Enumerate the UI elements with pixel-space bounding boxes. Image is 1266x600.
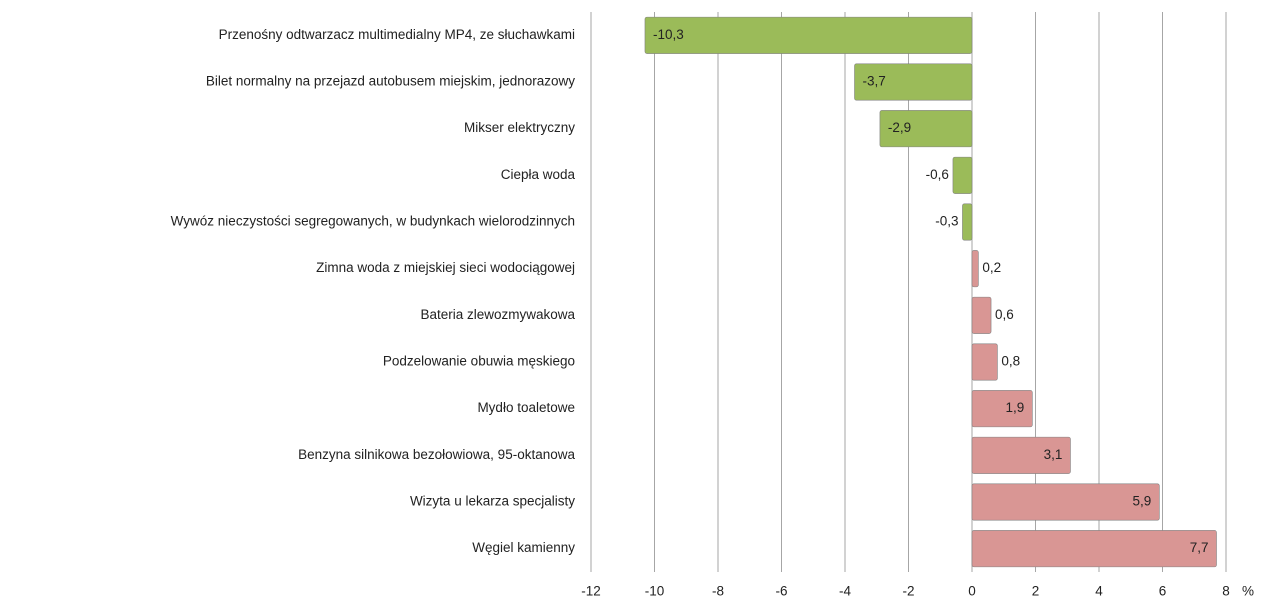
- y-tick-label: Ciepła woda: [501, 167, 576, 182]
- bar: [952, 156, 973, 194]
- x-tick-label: 6: [1159, 584, 1167, 599]
- y-tick-label: Zimna woda z miejskiej sieci wodociągowe…: [316, 260, 575, 275]
- x-tick-label: -8: [712, 584, 724, 599]
- value-label: -2,9: [888, 120, 911, 135]
- value-label: 5,9: [1133, 494, 1152, 509]
- y-tick-label: Bilet normalny na przejazd autobusem mie…: [206, 74, 575, 89]
- x-tick-label: -6: [775, 584, 787, 599]
- bar: [971, 483, 1160, 521]
- bar: [971, 250, 979, 288]
- value-label: 0,6: [995, 307, 1014, 322]
- x-tick-label: 8: [1222, 584, 1230, 599]
- y-tick-label: Mikser elektryczny: [464, 120, 575, 135]
- y-tick-label: Podzelowanie obuwia męskiego: [383, 354, 575, 369]
- y-tick-label: Węgiel kamienny: [472, 540, 575, 555]
- y-tick-label: Wywóz nieczystości segregowanych, w budy…: [171, 214, 575, 229]
- value-label: -3,7: [863, 74, 886, 89]
- x-tick-label: 0: [968, 584, 976, 599]
- y-tick-label: Mydło toaletowe: [477, 400, 575, 415]
- bar: [971, 390, 1033, 428]
- bar: [879, 110, 973, 148]
- value-label: 1,9: [1006, 400, 1025, 415]
- bar: [971, 296, 992, 334]
- bar: [971, 530, 1217, 568]
- value-label: -0,6: [926, 167, 949, 182]
- x-axis-unit: %: [1242, 584, 1254, 599]
- value-label: -0,3: [935, 214, 958, 229]
- y-tick-label: Przenośny odtwarzacz multimedialny MP4, …: [219, 27, 575, 42]
- value-label: 0,2: [982, 260, 1001, 275]
- value-label: -10,3: [653, 27, 684, 42]
- value-label: 7,7: [1190, 540, 1209, 555]
- value-label: 3,1: [1044, 447, 1063, 462]
- x-tick-label: -12: [581, 584, 601, 599]
- x-tick-label: 4: [1095, 584, 1103, 599]
- x-tick-label: -2: [902, 584, 914, 599]
- y-tick-label: Benzyna silnikowa bezołowiowa, 95-oktano…: [298, 447, 575, 462]
- y-tick-label: Wizyta u lekarza specjalisty: [410, 494, 575, 509]
- bar: [854, 63, 973, 101]
- y-tick-label: Bateria zlewozmywakowa: [420, 307, 575, 322]
- bar: [971, 436, 1071, 474]
- bar: [644, 16, 973, 54]
- x-tick-label: -4: [839, 584, 851, 599]
- value-label: 0,8: [1001, 354, 1020, 369]
- bar: [971, 343, 998, 381]
- x-tick-label: 2: [1032, 584, 1040, 599]
- x-tick-label: -10: [645, 584, 665, 599]
- bar: [962, 203, 973, 241]
